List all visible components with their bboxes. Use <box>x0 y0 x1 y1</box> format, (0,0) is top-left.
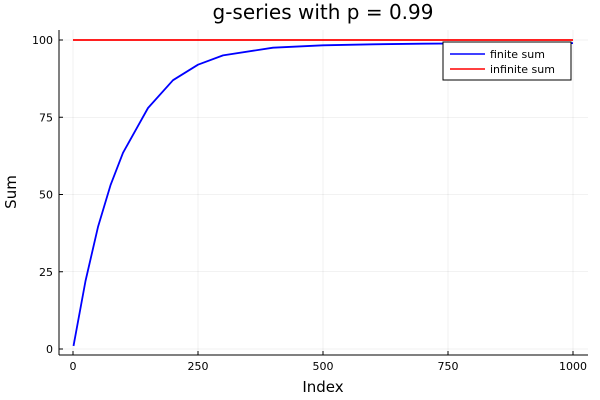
y-tick-label: 100 <box>32 34 53 47</box>
legend: finite sum infinite sum <box>442 41 572 81</box>
x-tick-label: 500 <box>313 360 334 373</box>
y-tick-label: 0 <box>46 343 53 356</box>
ticks: 0 250 500 750 1000 0 25 50 75 100 <box>32 34 587 373</box>
x-tick-label: 250 <box>188 360 209 373</box>
y-tick-label: 25 <box>39 266 53 279</box>
x-tick-label: 750 <box>438 360 459 373</box>
x-tick-label: 0 <box>70 360 77 373</box>
legend-box <box>442 41 572 81</box>
x-tick-label: 1000 <box>559 360 587 373</box>
legend-label-finite-sum: finite sum <box>490 48 545 61</box>
chart-title: g-series with p = 0.99 <box>213 0 434 24</box>
y-axis-title: Sum <box>2 175 20 209</box>
x-axis-title: Index <box>302 378 343 396</box>
legend-label-infinite-sum: infinite sum <box>490 63 555 76</box>
y-tick-label: 75 <box>39 111 53 124</box>
y-tick-label: 50 <box>39 189 53 202</box>
